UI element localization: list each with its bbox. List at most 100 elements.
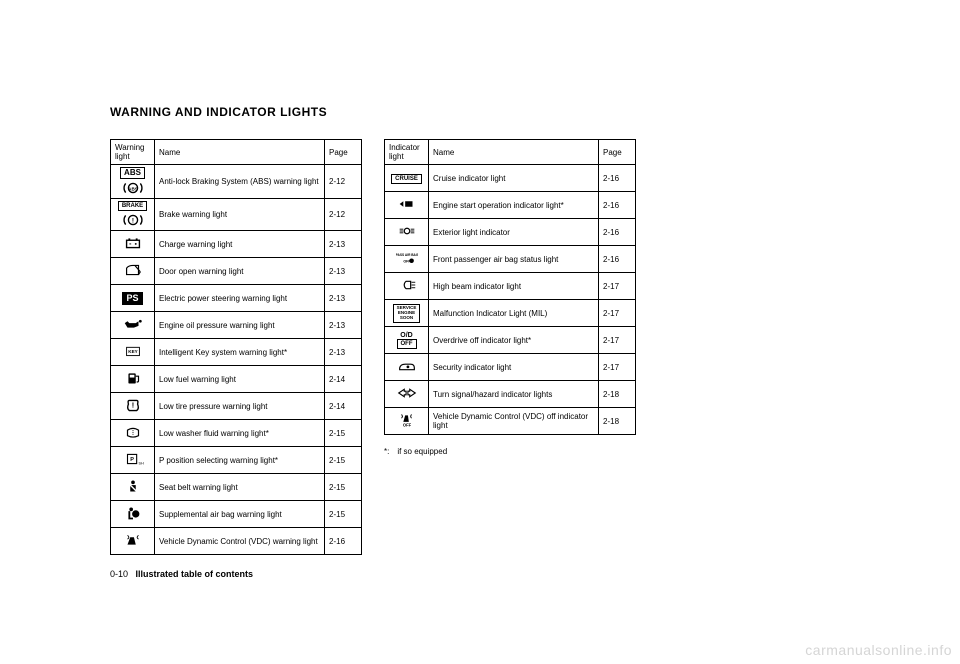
cell-page: 2-13 xyxy=(325,312,362,339)
cell-name: P position selecting warning light* xyxy=(155,447,325,474)
vdc-icon xyxy=(111,528,155,555)
oil-icon xyxy=(111,312,155,339)
svg-text:OFF: OFF xyxy=(402,423,411,428)
table-row: Door open warning light 2-13 xyxy=(111,258,362,285)
table-row: ABS ABS Anti-lock Braking System (ABS) w… xyxy=(111,165,362,199)
table-row: BRAKE ! Brake warning light 2-12 xyxy=(111,199,362,231)
table-row: O/D OFF Overdrive off indicator light* 2… xyxy=(385,327,636,354)
table-row: OFF Vehicle Dynamic Control (VDC) off in… xyxy=(385,408,636,435)
vdcoff-icon: OFF xyxy=(385,408,429,435)
seatbelt-icon xyxy=(111,474,155,501)
cell-page: 2-18 xyxy=(599,408,636,435)
cell-name: Overdrive off indicator light* xyxy=(429,327,599,354)
door-icon xyxy=(111,258,155,285)
table-row: Low fuel warning light 2-14 xyxy=(111,366,362,393)
cell-name: Turn signal/hazard indicator lights xyxy=(429,381,599,408)
table-row: Vehicle Dynamic Control (VDC) warning li… xyxy=(111,528,362,555)
table-row: PS Electric power steering warning light… xyxy=(111,285,362,312)
cell-page: 2-15 xyxy=(325,420,362,447)
security-icon xyxy=(385,354,429,381)
table-row: ! Low tire pressure warning light 2-14 xyxy=(111,393,362,420)
fuel-icon xyxy=(111,366,155,393)
ppos-icon: PSHIFT xyxy=(111,447,155,474)
table-row: Exterior light indicator 2-16 xyxy=(385,219,636,246)
table-row: KEY Intelligent Key system warning light… xyxy=(111,339,362,366)
cell-page: 2-15 xyxy=(325,501,362,528)
abs-icon: ABS ABS xyxy=(111,165,155,199)
cell-name: High beam indicator light xyxy=(429,273,599,300)
cell-page: 2-16 xyxy=(599,192,636,219)
table-row: PASS AIR BAGOFF Front passenger air bag … xyxy=(385,246,636,273)
table-row: Charge warning light 2-13 xyxy=(111,231,362,258)
header-warning-light: Warning light xyxy=(111,140,155,165)
cell-page: 2-13 xyxy=(325,339,362,366)
mil-icon: SERVICEENGINESOON xyxy=(385,300,429,327)
cell-name: Low tire pressure warning light xyxy=(155,393,325,420)
table-row: Security indicator light 2-17 xyxy=(385,354,636,381)
highbeam-icon xyxy=(385,273,429,300)
cell-name: Seat belt warning light xyxy=(155,474,325,501)
cell-page: 2-14 xyxy=(325,366,362,393)
table-row: SERVICEENGINESOON Malfunction Indicator … xyxy=(385,300,636,327)
cell-page: 2-17 xyxy=(599,354,636,381)
cell-name: Exterior light indicator xyxy=(429,219,599,246)
cell-page: 2-17 xyxy=(599,300,636,327)
cell-name: Low washer fluid warning light* xyxy=(155,420,325,447)
cell-name: Engine oil pressure warning light xyxy=(155,312,325,339)
cell-page: 2-16 xyxy=(599,246,636,273)
cell-page: 2-15 xyxy=(325,474,362,501)
tables-columns: Warning light Name Page ABS ABS Anti-loc… xyxy=(110,139,850,555)
ps-icon: PS xyxy=(111,285,155,312)
cell-name: Vehicle Dynamic Control (VDC) warning li… xyxy=(155,528,325,555)
tire-icon: ! xyxy=(111,393,155,420)
cell-page: 2-18 xyxy=(599,381,636,408)
key-icon: KEY xyxy=(111,339,155,366)
engstart-icon xyxy=(385,192,429,219)
cell-name: Security indicator light xyxy=(429,354,599,381)
cell-page: 2-12 xyxy=(325,165,362,199)
battery-icon xyxy=(111,231,155,258)
header-name: Name xyxy=(429,140,599,165)
indicator-table: Indicator light Name Page CRUISE Cruise … xyxy=(384,139,636,435)
cell-name: Supplemental air bag warning light xyxy=(155,501,325,528)
cell-page: 2-17 xyxy=(599,273,636,300)
cell-name: Cruise indicator light xyxy=(429,165,599,192)
cell-name: Low fuel warning light xyxy=(155,366,325,393)
svg-text:PASS AIR BAG: PASS AIR BAG xyxy=(396,253,418,257)
table-row: High beam indicator light 2-17 xyxy=(385,273,636,300)
table-row: Supplemental air bag warning light 2-15 xyxy=(111,501,362,528)
manual-page: WARNING AND INDICATOR LIGHTS Warning lig… xyxy=(110,105,850,555)
cell-name: Electric power steering warning light xyxy=(155,285,325,312)
cell-name: Vehicle Dynamic Control (VDC) off indica… xyxy=(429,408,599,435)
section-name: Illustrated table of contents xyxy=(136,569,254,579)
footnote: *: if so equipped xyxy=(384,447,636,456)
cell-page: 2-16 xyxy=(325,528,362,555)
cell-name: Engine start operation indicator light* xyxy=(429,192,599,219)
watermark: carmanualsonline.info xyxy=(805,642,952,658)
cell-page: 2-13 xyxy=(325,285,362,312)
cell-name: Anti-lock Braking System (ABS) warning l… xyxy=(155,165,325,199)
table-header-row: Warning light Name Page xyxy=(111,140,362,165)
cell-page: 2-15 xyxy=(325,447,362,474)
warning-table: Warning light Name Page ABS ABS Anti-loc… xyxy=(110,139,362,555)
svg-text:KEY: KEY xyxy=(128,349,137,354)
turn-icon xyxy=(385,381,429,408)
svg-text:ABS: ABS xyxy=(128,187,138,192)
svg-text:!: ! xyxy=(131,218,133,225)
svg-text:!: ! xyxy=(131,401,133,410)
airbag-icon xyxy=(111,501,155,528)
cruise-icon: CRUISE xyxy=(385,165,429,192)
cell-name: Brake warning light xyxy=(155,199,325,231)
page-number: 0-10 xyxy=(110,569,128,579)
page-title: WARNING AND INDICATOR LIGHTS xyxy=(110,105,850,119)
table-row: Engine start operation indicator light* … xyxy=(385,192,636,219)
table-header-row: Indicator light Name Page xyxy=(385,140,636,165)
cell-name: Front passenger air bag status light xyxy=(429,246,599,273)
cell-name: Intelligent Key system warning light* xyxy=(155,339,325,366)
header-name: Name xyxy=(155,140,325,165)
cell-page: 2-14 xyxy=(325,393,362,420)
cell-page: 2-13 xyxy=(325,231,362,258)
cell-page: 2-12 xyxy=(325,199,362,231)
cell-name: Charge warning light xyxy=(155,231,325,258)
right-column: Indicator light Name Page CRUISE Cruise … xyxy=(384,139,636,456)
